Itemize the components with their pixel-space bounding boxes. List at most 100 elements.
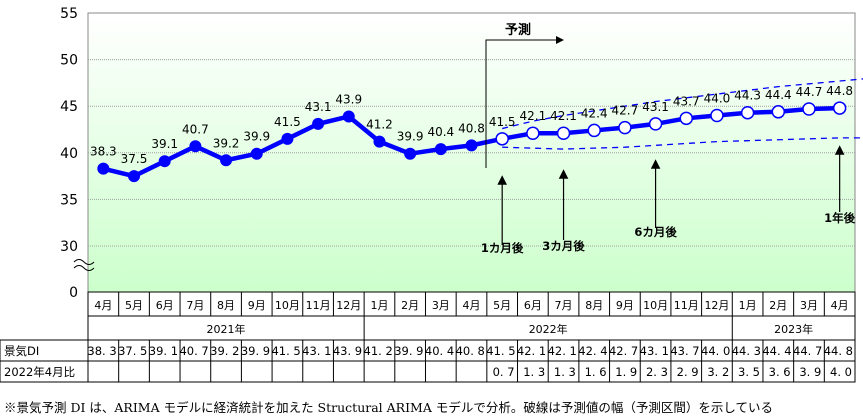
data-point: [97, 162, 110, 175]
data-point: [250, 147, 263, 160]
data-label: 41.5: [489, 115, 516, 129]
forecast-point: [618, 120, 632, 135]
di-cell: 39. 9: [394, 344, 423, 358]
data-point: [281, 132, 294, 145]
marker-label: 1年後: [824, 211, 856, 225]
month-label: 2月: [769, 299, 787, 312]
forecast-point: [648, 117, 663, 131]
month-label: 10月: [643, 299, 668, 312]
month-label: 3月: [432, 299, 450, 312]
month-label: 8月: [217, 299, 235, 312]
month-label: 11月: [306, 299, 331, 312]
y-tick-label: 55: [60, 6, 78, 22]
data-label: 44.0: [704, 92, 731, 106]
data-label: 40.4: [427, 125, 454, 139]
diff-cell: 2. 9: [677, 365, 699, 379]
di-cell: 40. 8: [456, 344, 485, 358]
forecast-point: [679, 111, 694, 126]
data-label: 38.3: [90, 145, 117, 159]
data-point: [189, 140, 202, 153]
data-point: [342, 110, 355, 123]
month-label: 3月: [800, 299, 818, 312]
di-cell: 41. 5: [271, 344, 300, 358]
data-label: 40.7: [182, 122, 209, 136]
data-label: 39.2: [213, 136, 240, 150]
month-label: 7月: [555, 299, 573, 312]
month-label: 12月: [336, 299, 361, 312]
y-tick-label: 50: [60, 53, 78, 69]
di-cell: 42. 1: [517, 344, 546, 358]
forecast-arrow: [485, 36, 564, 168]
month-label: 9月: [248, 299, 266, 312]
data-label: 39.1: [151, 137, 178, 151]
y-tick-label: 45: [60, 99, 78, 115]
diff-cell: 4. 0: [830, 365, 852, 379]
data-label: 44.7: [796, 85, 823, 99]
year-label: 2022年: [529, 322, 568, 336]
plot-area: [87, 12, 856, 293]
di-cell: 39. 2: [210, 344, 239, 358]
row-label: 2022年4月比: [4, 365, 75, 379]
y-tick-label: 35: [60, 192, 78, 208]
data-label: 44.3: [734, 89, 761, 103]
di-cell: 37. 5: [118, 344, 147, 358]
di-cell: 42. 4: [578, 344, 607, 358]
month-label: 5月: [125, 299, 143, 312]
data-point: [373, 135, 386, 148]
diff-cell: 3. 2: [707, 365, 729, 379]
year-label: 2023年: [774, 322, 813, 336]
data-label: 40.8: [458, 121, 485, 135]
data-point: [128, 170, 141, 183]
diff-cell: 1. 3: [554, 365, 576, 379]
forecast-point: [710, 108, 724, 123]
di-cell: 41. 2: [364, 344, 393, 358]
diff-cell: 1. 3: [523, 365, 545, 379]
forecast-label: 予測: [505, 22, 531, 38]
di-cell: 38. 3: [87, 344, 116, 358]
di-cell: 43. 1: [302, 344, 331, 358]
data-label: 41.5: [274, 115, 301, 129]
month-label: 6月: [156, 299, 174, 312]
year-label: 2021年: [207, 322, 246, 336]
forecast-point: [495, 132, 509, 146]
data-label: 43.1: [642, 100, 669, 114]
month-label: 7月: [186, 299, 204, 312]
data-label: 43.7: [673, 94, 700, 108]
data-label: 39.9: [397, 130, 424, 144]
data-point: [220, 154, 233, 167]
data-label: 43.9: [335, 92, 362, 106]
forecast-point: [526, 126, 540, 140]
data-label: 41.2: [366, 118, 393, 132]
footnote: ※景気予測 DI は、ARIMA モデルに経済統計を加えた Structural…: [4, 400, 773, 415]
di-cell: 43. 9: [333, 344, 362, 358]
forecast-point: [556, 126, 571, 140]
diff-cell: 0. 7: [493, 365, 515, 379]
diff-cell: 1. 9: [615, 365, 637, 379]
forecast-point: [771, 105, 786, 119]
data-label: 42.1: [550, 109, 577, 123]
month-label: 8月: [585, 299, 603, 312]
forecast-point: [802, 102, 816, 116]
forecast-point: [832, 101, 847, 115]
di-cell: 40. 4: [425, 344, 454, 358]
di-cell: 39. 9: [241, 344, 270, 358]
di-cell: 42. 1: [548, 344, 577, 358]
data-label: 44.4: [765, 88, 792, 102]
diff-cell: 3. 5: [738, 365, 760, 379]
di-cell: 44. 4: [762, 344, 791, 358]
di-cell: 43. 1: [640, 344, 669, 358]
month-label: 11月: [674, 299, 699, 312]
marker-label: 1カ月後: [481, 241, 524, 255]
month-label: 10月: [275, 299, 300, 312]
month-label: 4月: [463, 299, 481, 312]
data-point: [404, 147, 417, 160]
data-point: [465, 139, 478, 152]
axis-break-icon: [73, 259, 95, 271]
data-label: 42.4: [581, 106, 608, 120]
month-label: 5月: [493, 299, 511, 312]
month-label: 1月: [370, 299, 388, 312]
month-label: 6月: [524, 299, 542, 312]
di-cell: 44. 7: [793, 344, 822, 358]
di-cell: 40. 7: [179, 344, 208, 358]
